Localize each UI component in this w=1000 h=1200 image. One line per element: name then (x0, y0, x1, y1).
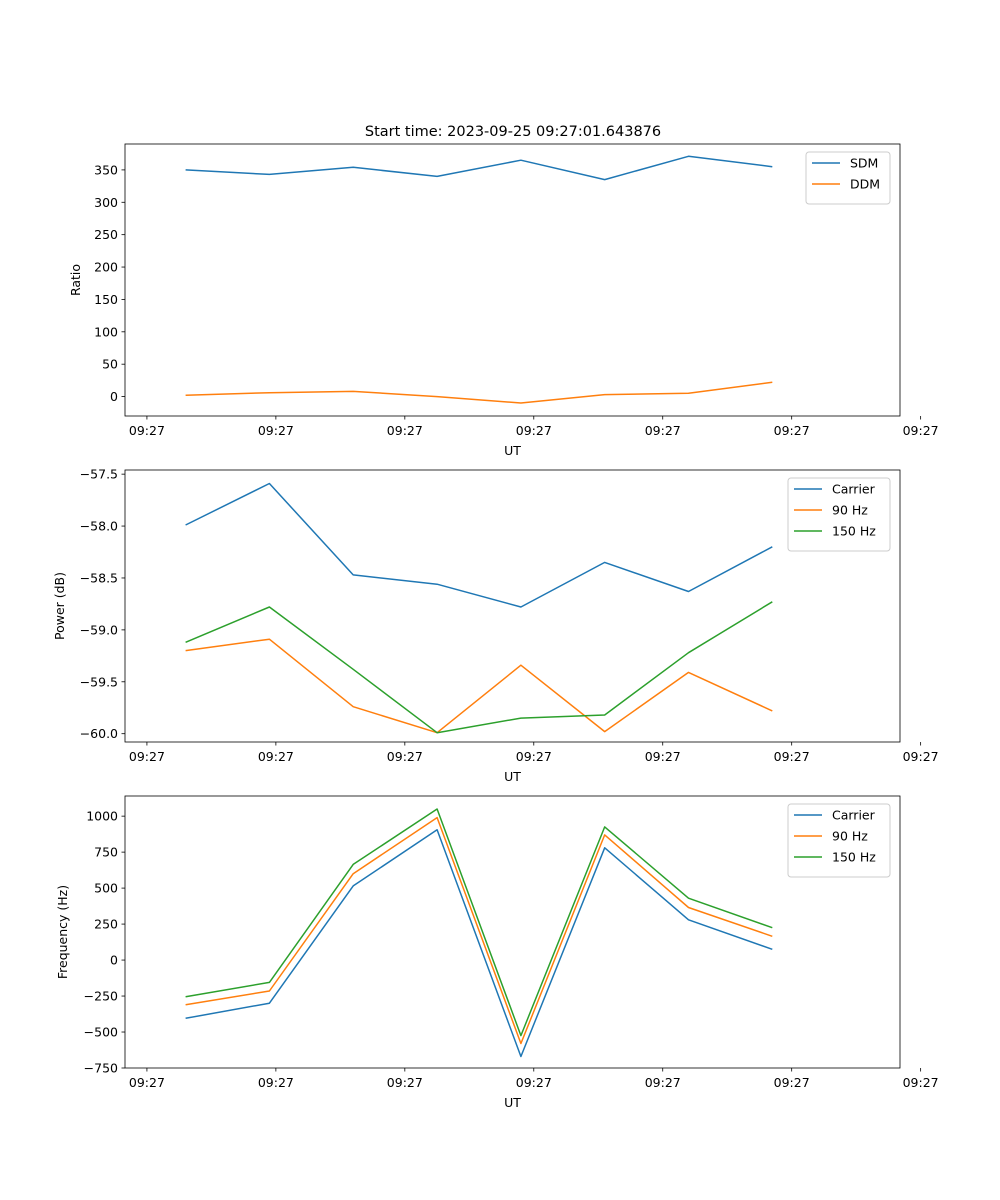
y-tick-label: 50 (102, 357, 118, 372)
y-tick-label: −250 (84, 989, 118, 1004)
legend-label: 90 Hz (832, 829, 868, 844)
x-tick-label: 09:27 (774, 423, 810, 438)
legend-label: 150 Hz (832, 850, 876, 865)
x-tick-label: 09:27 (774, 749, 810, 764)
x-tick-label: 09:27 (903, 423, 939, 438)
x-axis-label: UT (504, 1095, 521, 1110)
series-line-ddm (185, 381, 773, 404)
legend-label: 90 Hz (832, 503, 868, 518)
x-tick-label: 09:27 (129, 423, 165, 438)
legend-label: Carrier (832, 808, 876, 823)
x-tick-label: 09:27 (516, 749, 552, 764)
y-tick-label: 0 (110, 953, 118, 968)
x-tick-label: 09:27 (645, 423, 681, 438)
y-tick-label: 750 (94, 845, 118, 860)
power-chart: −60.0 −59.5 −59.0 −58.5 −58.0 −57.5 09:27 09:27… (52, 467, 939, 784)
frequency-chart: −750 −500 −250 0 250 500 750 1000 09:27 09:27 09:2… (55, 795, 939, 1110)
x-tick-label: 09:27 (129, 1075, 165, 1090)
axes-frame (124, 469, 901, 743)
x-axis-label: UT (504, 769, 521, 784)
y-tick-label: −58.0 (80, 519, 118, 534)
x-tick-label: 09:27 (387, 423, 423, 438)
x-tick-label: 09:27 (903, 1075, 939, 1090)
series-line-90-hz (185, 638, 773, 734)
y-tick-label: 350 (94, 162, 118, 177)
x-tick-label: 09:27 (258, 749, 294, 764)
series-line-90-hz (185, 816, 773, 1045)
y-axis-label: Power (dB) (52, 572, 67, 640)
y-axis-label: Ratio (68, 264, 83, 296)
figure-title: Start time: 2023-09-25 09:27:01.643876 (365, 124, 661, 140)
legend-box (787, 477, 891, 552)
x-tick-label: 09:27 (129, 749, 165, 764)
legend-box (787, 803, 891, 878)
y-tick-label: −750 (84, 1061, 118, 1076)
y-tick-label: 250 (94, 227, 118, 242)
x-tick-label: 09:27 (258, 1075, 294, 1090)
x-tick-label: 09:27 (774, 1075, 810, 1090)
y-tick-label: 300 (94, 195, 118, 210)
axes-frame (124, 795, 901, 1069)
x-tick-label: 09:27 (387, 1075, 423, 1090)
y-tick-label: −59.0 (80, 622, 118, 637)
y-tick-label: −500 (84, 1025, 118, 1040)
legend-label: DDM (850, 177, 880, 192)
legend-label: Carrier (832, 482, 876, 497)
x-axis-label: UT (504, 443, 521, 458)
x-tick-label: 09:27 (903, 749, 939, 764)
legend-box (805, 151, 891, 205)
x-tick-label: 09:27 (258, 423, 294, 438)
axes-frame (124, 143, 901, 417)
y-tick-label: −59.5 (80, 674, 118, 689)
x-tick-label: 09:27 (516, 423, 552, 438)
y-tick-label: 500 (94, 881, 118, 896)
x-tick-label: 09:27 (645, 1075, 681, 1090)
y-tick-label: 150 (94, 292, 118, 307)
y-tick-label: 1000 (86, 809, 118, 824)
y-tick-label: −58.5 (80, 570, 118, 585)
y-tick-label: 100 (94, 324, 118, 339)
y-tick-label: −60.0 (80, 726, 118, 741)
y-tick-label: −57.5 (80, 467, 118, 482)
series-line-sdm (185, 155, 773, 181)
legend-label: SDM (850, 156, 878, 171)
y-axis-label: Frequency (Hz) (55, 885, 70, 979)
series-line-carrier (185, 829, 773, 1058)
y-tick-label: 0 (110, 389, 118, 404)
y-tick-label: 200 (94, 260, 118, 275)
legend-label: 150 Hz (832, 524, 876, 539)
series-line-150-hz (185, 601, 773, 734)
x-tick-label: 09:27 (387, 749, 423, 764)
x-tick-label: 09:27 (516, 1075, 552, 1090)
y-tick-label: 250 (94, 917, 118, 932)
series-line-150-hz (185, 808, 773, 1037)
x-tick-label: 09:27 (645, 749, 681, 764)
series-line-carrier (185, 482, 773, 608)
ratio-chart: 0 50 100 150 200 250 300 350 09:27 09:27 09:27 09:2… (68, 143, 939, 458)
